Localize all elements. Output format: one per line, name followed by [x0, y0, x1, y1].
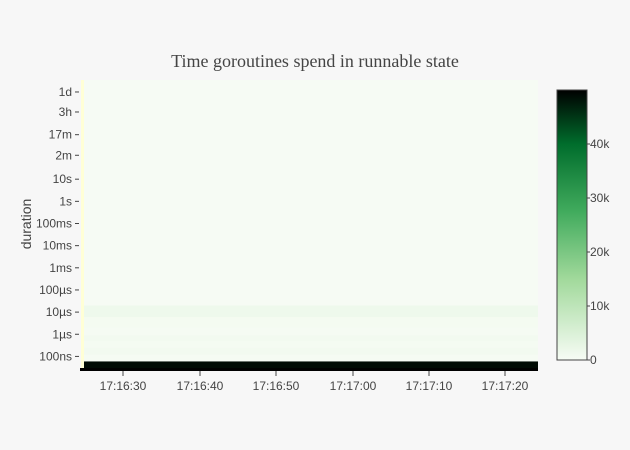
x-tick-label: 17:17:20: [482, 379, 529, 393]
colorbar-ticks: 0 10k 20k 30k 40k: [587, 137, 610, 367]
x-axis: 17:16:30 17:16:40 17:16:50 17:17:00 17:17:10…: [80, 368, 538, 393]
heatmap-cell: [84, 340, 538, 348]
colorbar-tick-label: 20k: [590, 245, 610, 259]
y-tick-label: 1µs: [52, 327, 72, 341]
y-tick-label: 3h: [59, 105, 72, 119]
y-axis: 100ns 1µs 10µs 100µs 1ms 10ms 100ms 1s 10s 2m 17m 3…: [36, 85, 79, 363]
y-tick-label: 10µs: [46, 305, 72, 319]
heatmap-cell: [84, 327, 538, 336]
y-tick-label: 1ms: [49, 261, 72, 275]
heatmap-cell: [84, 305, 538, 318]
y-tick-label: 100µs: [39, 283, 72, 297]
x-tick-label: 17:16:40: [177, 379, 224, 393]
colorbar-gradient: [556, 89, 588, 361]
heatmap-cell: [84, 347, 538, 355]
x-tick-label: 17:16:50: [253, 379, 300, 393]
x-tick-label: 17:17:10: [406, 379, 453, 393]
chart-title: Time goroutines spend in runnable state: [171, 51, 459, 71]
plot-area: [81, 80, 538, 368]
y-tick-label: 100ms: [36, 216, 72, 230]
colorbar: 0 10k 20k 30k 40k: [556, 89, 610, 367]
heatmap-cell: [84, 354, 538, 362]
colorbar-tick-label: 40k: [590, 137, 610, 151]
y-tick-label: 10ms: [43, 239, 72, 253]
heatmap-cell: [84, 80, 538, 306]
y-axis-title: duration: [18, 199, 34, 250]
y-tick-label: 2m: [55, 148, 72, 162]
y-tick-label: 1d: [59, 85, 72, 99]
y-tick-label: 1s: [59, 194, 72, 208]
x-tick-label: 17:17:00: [330, 379, 377, 393]
colorbar-tick-label: 0: [590, 353, 597, 367]
heatmap-left-edge: [81, 80, 84, 368]
colorbar-tick-label: 10k: [590, 299, 610, 313]
x-tick-label: 17:16:30: [100, 379, 147, 393]
y-tick-label: 17m: [49, 128, 72, 142]
y-tick-label: 100ns: [39, 349, 72, 363]
colorbar-tick-label: 30k: [590, 191, 610, 205]
heatmap-cell: [84, 317, 538, 328]
heatmap-cell: [84, 361, 538, 368]
y-tick-label: 10s: [53, 172, 72, 186]
heatmap-cell: [84, 335, 538, 341]
